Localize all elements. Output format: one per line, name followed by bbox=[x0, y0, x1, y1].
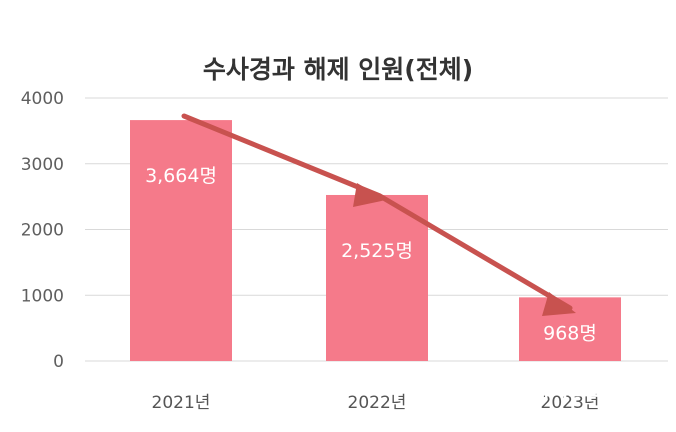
x-tick-label: 2021년 bbox=[152, 393, 211, 413]
data-label: 2,525명 bbox=[341, 240, 413, 262]
y-tick-label: 3000 bbox=[21, 155, 64, 175]
y-tick-label: 0 bbox=[53, 352, 64, 372]
watermark-text: 웨이크노미 bbox=[530, 378, 627, 402]
x-axis: 2021년 2022년 2023년 bbox=[152, 393, 600, 413]
data-label: 968명 bbox=[543, 322, 597, 344]
bars bbox=[130, 120, 621, 361]
y-tick-label: 1000 bbox=[21, 286, 64, 306]
watermark-badge-frame bbox=[500, 380, 523, 400]
y-axis: 0 1000 2000 3000 4000 bbox=[21, 89, 64, 372]
y-tick-label: 4000 bbox=[21, 89, 64, 109]
watermark: WE 웨이크노미 bbox=[500, 378, 627, 402]
trend-arrow-head bbox=[353, 183, 386, 207]
trend-arrow-line bbox=[181, 113, 573, 311]
data-labels: 3,664명 2,525명 968명 bbox=[145, 165, 597, 344]
y-tick-label: 2000 bbox=[21, 221, 64, 241]
bar-2022년 bbox=[326, 194, 428, 361]
watermark-badge: WE bbox=[503, 386, 521, 397]
x-tick-label: 2022년 bbox=[348, 393, 407, 413]
data-label: 3,664명 bbox=[145, 165, 217, 187]
chart-title: 수사경과 해제 인원(전체) bbox=[203, 55, 473, 84]
x-tick-label: 2023년 bbox=[541, 393, 600, 413]
bar-2021년 bbox=[130, 120, 232, 361]
trend-arrow-head bbox=[542, 292, 576, 316]
trend-arrow bbox=[181, 113, 576, 316]
